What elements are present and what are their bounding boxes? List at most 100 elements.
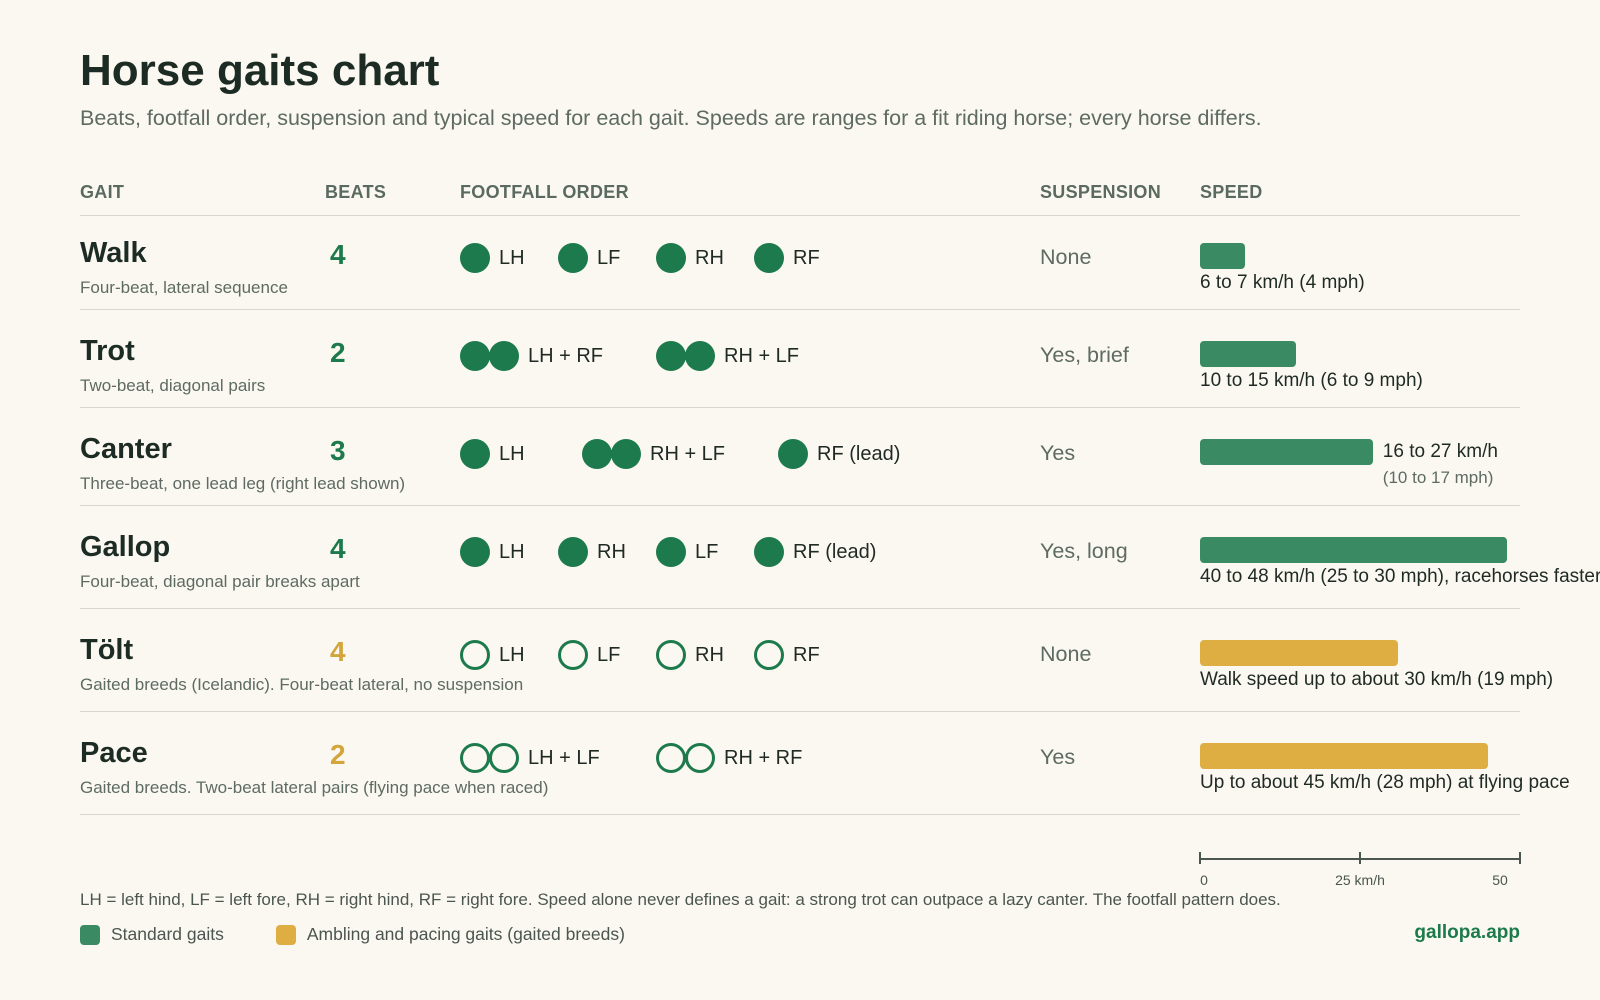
gait-row-tölt: Tölt Gaited breeds (Icelandic). Four-beat…	[80, 609, 1553, 712]
gait-row-canter: Canter Three-beat, one lead leg (right le…	[80, 408, 1520, 506]
footfall-step: RF (lead)	[754, 536, 876, 568]
hoof-filled-icon	[558, 243, 588, 273]
column-header-speed: SPEED	[1200, 182, 1263, 202]
legend-item-gaited: Ambling and pacing gaits (gaited breeds)	[275, 924, 625, 945]
footfall-step: LH	[460, 639, 525, 671]
gait-row-trot: Trot Two-beat, diagonal pairs 2 LH + RF RH +…	[80, 310, 1520, 408]
speed-label: 10 to 15 km/h (6 to 9 mph)	[1200, 370, 1423, 391]
footfall-step: LH	[460, 536, 525, 568]
speed-label: Up to about 45 km/h (28 mph) at flying p…	[1200, 772, 1570, 793]
legend: Standard gaits Ambling and pacing gaits …	[80, 924, 677, 945]
hoof-filled-icon	[611, 439, 641, 469]
beats-value: 4	[330, 239, 346, 270]
footfall-leg-label: RF	[793, 643, 820, 666]
footfall-leg-label: LF	[597, 246, 621, 269]
footfall-leg-label: LH + RF	[528, 344, 604, 367]
hoof-filled-icon	[685, 341, 715, 371]
footfall-step: RH + LF	[582, 438, 725, 470]
footfall-step: RH	[656, 639, 724, 671]
hoof-hollow-icon	[656, 640, 686, 670]
beats-value: 2	[330, 337, 346, 368]
column-header-gait: GAIT	[80, 182, 125, 202]
beats-value: 4	[330, 533, 346, 564]
hoof-filled-icon	[656, 243, 686, 273]
footfall-order: LH RH + LF RF (lead)	[460, 438, 1020, 470]
hoof-filled-icon	[460, 537, 490, 567]
brand-link[interactable]: gallopa.app	[1414, 922, 1520, 943]
footfall-leg-label: RH + RF	[724, 746, 803, 769]
legend-label-gaited: Ambling and pacing gaits (gaited breeds)	[306, 924, 625, 944]
footfall-step: LH	[460, 438, 525, 470]
speed-label: 16 to 27 km/h	[1382, 441, 1498, 462]
footfall-order: LH + LF RH + RF	[460, 742, 1020, 774]
legend-swatch-gaited	[275, 924, 296, 945]
gait-row-walk: Walk Four-beat, lateral sequence 4 LH LF RH RF…	[80, 212, 1520, 310]
footfall-leg-label: LH	[499, 643, 525, 666]
gait-description: Three-beat, one lead leg (right lead sho…	[80, 474, 406, 493]
footfall-step: LF	[558, 639, 620, 671]
hoof-filled-icon	[754, 243, 784, 273]
suspension-value: None	[1040, 245, 1092, 269]
speed-label: Walk speed up to about 30 km/h (19 mph)	[1200, 669, 1554, 690]
suspension-value: Yes, brief	[1040, 343, 1129, 367]
gait-name: Trot	[80, 335, 135, 367]
gait-name: Pace	[80, 737, 148, 769]
hoof-hollow-icon	[460, 743, 490, 773]
footfall-step: RF	[754, 242, 820, 274]
beats-value: 4	[330, 636, 346, 667]
gait-row-pace: Pace Gaited breeds. Two-beat lateral pair…	[80, 712, 1570, 815]
hoof-filled-icon	[656, 341, 686, 371]
footfall-leg-label: LF	[695, 540, 719, 563]
speed-label: 40 to 48 km/h (25 to 30 mph), racehorses…	[1200, 566, 1600, 587]
footfall-step: LH + RF	[460, 340, 603, 372]
hoof-hollow-icon	[754, 640, 784, 670]
footfall-leg-label: LH	[499, 246, 525, 269]
speed-axis: 0 25 km/h 50	[1199, 848, 1521, 888]
hoof-filled-icon	[558, 537, 588, 567]
footfall-step: LF	[656, 536, 718, 568]
speed-bar	[1200, 537, 1508, 563]
hoof-hollow-icon	[656, 743, 686, 773]
suspension-value: Yes	[1040, 441, 1076, 465]
footfall-leg-label: LH + LF	[528, 746, 600, 769]
hoof-filled-icon	[460, 243, 490, 273]
footfall-leg-label: RF	[793, 246, 820, 269]
footfall-order: LH LF RH RF	[460, 242, 1020, 274]
footfall-step: RF (lead)	[778, 438, 900, 470]
axis-tick	[1199, 852, 1201, 864]
hoof-hollow-icon	[489, 743, 519, 773]
footfall-leg-label: RF (lead)	[817, 442, 901, 465]
suspension-value: Yes, long	[1040, 539, 1128, 563]
axis-tick-label: 25 km/h	[1335, 872, 1385, 888]
hoof-hollow-icon	[460, 640, 490, 670]
footfall-leg-label: RH + LF	[650, 442, 726, 465]
gait-row-gallop: Gallop Four-beat, diagonal pair breaks ap…	[80, 506, 1600, 609]
page-title: Horse gaits chart	[80, 46, 440, 95]
footfall-order: LH + RF RH + LF	[460, 340, 1020, 372]
footfall-leg-label: RF (lead)	[793, 540, 877, 563]
footfall-leg-label: LF	[597, 643, 621, 666]
footfall-order: LH LF RH RF	[460, 639, 1020, 671]
speed-bar	[1200, 743, 1488, 769]
hoof-filled-icon	[582, 439, 612, 469]
speed-bar	[1200, 341, 1296, 367]
gait-description: Two-beat, diagonal pairs	[80, 376, 266, 395]
gait-description: Gaited breeds (Icelandic). Four-beat lat…	[80, 675, 524, 694]
axis-tick-label: 50	[1492, 872, 1508, 888]
footfall-leg-label: RH	[597, 540, 626, 563]
speed-bar	[1200, 243, 1245, 269]
hoof-filled-icon	[778, 439, 808, 469]
legend-item-standard: Standard gaits	[80, 924, 224, 945]
hoof-filled-icon	[656, 537, 686, 567]
footfall-leg-label: LH	[499, 442, 525, 465]
gait-name: Gallop	[80, 531, 171, 563]
beats-value: 2	[330, 739, 346, 770]
suspension-value: Yes	[1040, 745, 1076, 769]
gait-description: Four-beat, diagonal pair breaks apart	[80, 572, 360, 591]
axis-tick	[1359, 852, 1361, 864]
suspension-value: None	[1040, 642, 1092, 666]
footfall-step: RH + LF	[656, 340, 799, 372]
column-header-footfall: FOOTFALL ORDER	[460, 182, 629, 202]
column-header-beats: BEATS	[325, 182, 387, 202]
footfall-leg-label: RH	[695, 246, 724, 269]
